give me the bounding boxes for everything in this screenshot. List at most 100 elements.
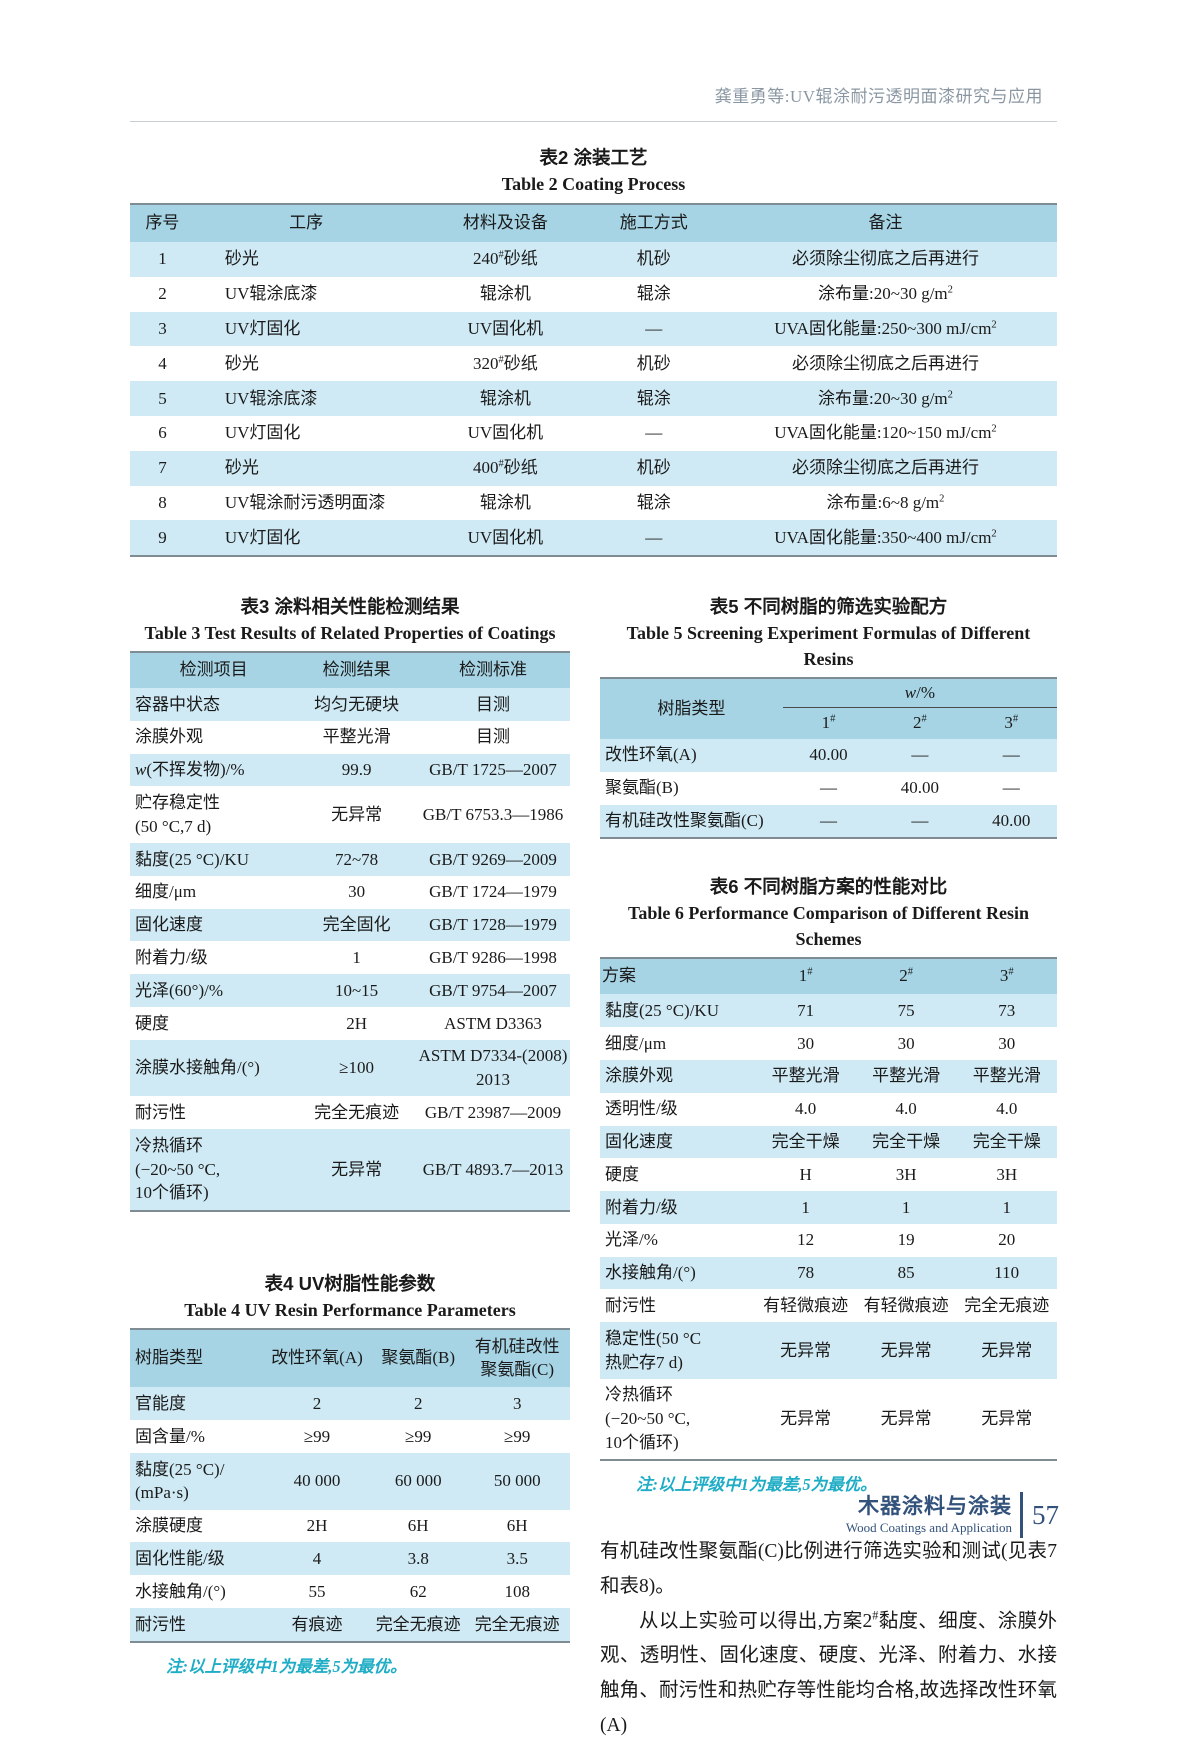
table-cell: 有痕迹 [262,1608,372,1642]
resin-performance-comparison-table: 方案 1# 2# 3# 黏度(25 °C)/KU 71 75 [600,957,1057,1462]
table-cell: GB/T 23987—2009 [424,1102,562,1122]
table-cell: 目测 [415,688,570,721]
table-cell: 黏度(25 °C)/(mPa·s) [130,1453,262,1510]
table-cell: 水接触角/(°) [600,1256,756,1290]
table-cell: 3H [895,1164,917,1184]
section-table5: 表5 不同树脂的筛选实验配方 Table 5 Screening Experim… [600,593,1057,840]
table-cell: UV固化机 [417,311,594,347]
table-row: 黏度(25 °C)/KU 71 75 73 [600,994,1057,1028]
table-cell: 20 [998,1230,1016,1250]
column-header: 材料及设备 [417,204,594,242]
table-cell: 1 [755,1191,856,1224]
table-row: 水接触角/(°) 55 62 108 [130,1575,570,1608]
table-cell: 无异常 [297,1129,416,1211]
table-cell: 4 [158,353,167,373]
table-cell: GB/T 4893.7—2013 [415,1129,570,1211]
table-cell: 99.9 [297,753,416,787]
table6-title-en: Table 6 Performance Comparison of Differ… [628,903,1029,950]
table-cell: 6 [158,423,167,443]
right-column: 表5 不同树脂的筛选实验配方 Table 5 Screening Experim… [600,593,1057,1743]
table-cell: 必须除尘彻底之后再进行 [713,450,1057,486]
table-cell: 3H [996,1164,1018,1184]
table-cell: 容器中状态 [130,688,298,721]
table-cell: 无异常 [855,1322,957,1379]
table-row: 冷热循环 (−20~50 °C, 10个循环) 无异常 无异常 无异常 [600,1379,1057,1460]
table-cell: 附着力/级 [600,1191,756,1224]
coating-properties-table: 检测项目 检测结果 检测标准 容器中状态 均匀无硬块 目测 [130,651,570,1212]
table-cell: 耐污性 [135,1102,186,1122]
table5-header-rows: 树脂类型 w/% 1# 2# 3# [600,678,1057,739]
table-row: 涂膜水接触角/(°) ≥100 ASTM D7334-(2008) 2013 [130,1039,570,1097]
table-cell: 62 [409,1581,427,1601]
table-cell: 均匀无硬块 [297,688,416,721]
table4-header-row: 树脂类型 改性环氧(A) 聚氨酯(B) 有机硅改性 聚氨酯(C) [130,1328,570,1388]
table-cell: 改性环氧(A) [600,738,783,772]
table-cell: 辊涂机 [479,284,531,304]
table-cell: ≥100 [297,1039,416,1097]
table-cell: 75 [855,994,957,1028]
table-cell: ASTM D3363 [444,1013,542,1033]
table-cell: 冷热循环 (−20~50 °C, 10个循环) [605,1385,691,1452]
table-cell: UV固化机 [467,423,544,443]
table-row: w(不挥发物)/% 99.9 GB/T 1725—2007 [130,753,570,787]
table-cell: 6H [407,1516,429,1536]
table-cell: 辊涂机 [417,381,594,416]
table-cell: GB/T 9754—2007 [415,974,570,1008]
table-cell: 110 [956,1256,1057,1290]
table-cell: 机砂 [636,353,671,373]
table-cell: 320#砂纸 [473,353,538,373]
table-row: 黏度(25 °C)/(mPa·s) 40 000 60 000 50 000 [130,1453,570,1510]
column-header: 1# [782,707,875,739]
table-cell: 辊涂 [636,284,671,304]
table-cell: — [593,311,714,347]
table-cell: 30 [998,1033,1016,1053]
table-cell: GB/T 9286—1998 [429,947,557,967]
table-row: 9 UV灯固化 UV固化机 — UVA固化能量:350~400 mJ/cm2 [130,520,1057,557]
table4-note: 注:以上评级中1为最差,5为最优。 [166,1656,407,1676]
table-cell: 机砂 [593,241,714,277]
table-cell: 30 [348,882,366,902]
table-cell: — [874,738,966,772]
paragraph: 从以上实验可以得出,方案2#黏度、细度、涂膜外观、透明性、固化速度、硬度、光泽、… [600,1608,1057,1736]
table-cell: 2H [346,1013,367,1033]
table4-title-en: Table 4 UV Resin Performance Parameters [184,1299,516,1320]
table-cell: 附着力/级 [135,947,208,967]
column-header: 3# [965,707,1057,739]
table-cell: 50 000 [464,1453,570,1510]
running-head: 龚重勇等:UV辊涂耐污透明面漆研究与应用 [714,87,1043,106]
table-row: 固含量/% ≥99 ≥99 ≥99 [130,1420,570,1453]
table-cell: 冷热循环 (−20~50 °C, 10个循环) [130,1129,298,1211]
table-cell: 完全干燥 [956,1125,1057,1159]
table-cell: 涂布量:6~8 g/m2 [826,493,945,513]
table4-title-cn: 表4 UV树脂性能参数 [264,1272,436,1294]
table-cell: GB/T 1725—2007 [415,753,570,787]
section-table3: 表3 涂料相关性能检测结果 Table 3 Test Results of Re… [130,593,570,1212]
table-cell: 黏度(25 °C)/KU [600,994,756,1028]
table-cell: — [965,738,1057,772]
table-row: 耐污性 完全无痕迹 GB/T 23987—2009 [130,1096,570,1129]
table-row: 聚氨酯(B) — 40.00 — [600,772,1057,805]
table-row: 黏度(25 °C)/KU 72~78 GB/T 9269—2009 [130,843,570,876]
table5-titles: 表5 不同树脂的筛选实验配方 Table 5 Screening Experim… [600,593,1057,672]
table-row: 水接触角/(°) 78 85 110 [600,1256,1057,1290]
column-header: 序号 [130,204,195,242]
table-cell: 55 [308,1581,326,1601]
table-row: 2 UV辊涂底漆 辊涂机 辊涂 涂布量:20~30 g/m2 [130,277,1057,312]
table3-title-cn: 表3 涂料相关性能检测结果 [240,596,460,618]
table-row: 4 砂光 320#砂纸 机砂 必须除尘彻底之后再进行 [130,346,1057,381]
table-cell: 聚氨酯(B) [605,778,679,798]
table-row: 硬度 H 3H 3H [600,1158,1057,1191]
table-cell: 辊涂 [593,381,714,416]
table3-titles: 表3 涂料相关性能检测结果 Table 3 Test Results of Re… [130,593,570,646]
table-cell: ASTM D7334-(2008) 2013 [415,1039,570,1097]
column-header: 检测结果 [297,652,416,689]
journal-name-en: Wood Coatings and Application [845,1519,1012,1535]
table-cell: UV灯固化 [194,311,418,347]
table-cell: 7 [130,450,195,486]
table-cell: — [645,423,663,443]
table-cell: 固化性能/级 [130,1542,262,1576]
table-row: 冷热循环 (−20~50 °C, 10个循环) 无异常 GB/T 4893.7—20… [130,1129,570,1211]
table-cell: UV辊涂耐污透明面漆 [224,493,386,513]
table-cell: 涂膜水接触角/(°) [130,1039,298,1097]
table-cell: UV灯固化 [224,423,301,443]
